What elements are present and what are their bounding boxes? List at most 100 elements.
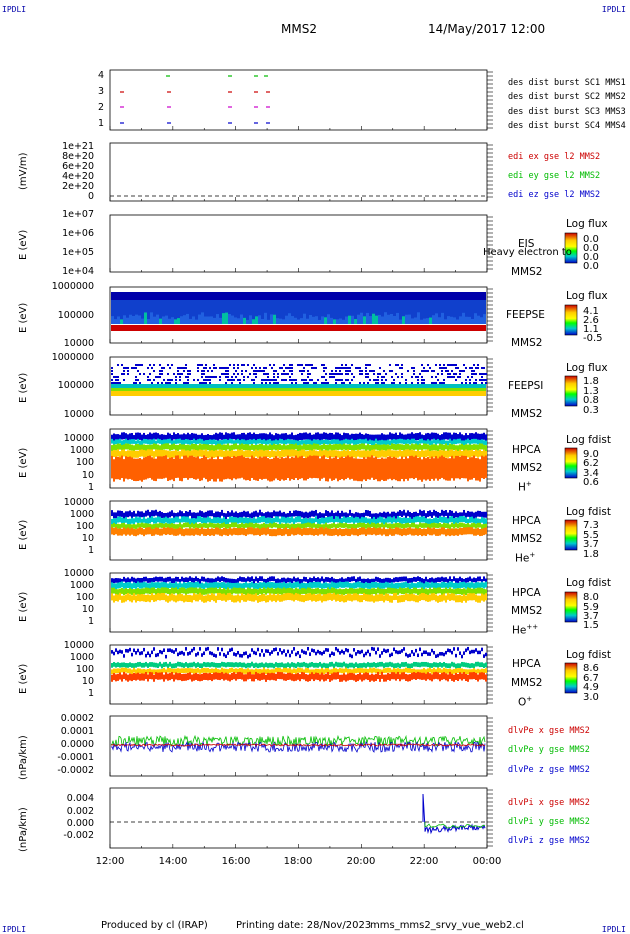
hpca-he-cell	[185, 516, 187, 523]
hpca-he-cell	[345, 528, 347, 536]
hpca-hepp-cell	[315, 577, 317, 583]
hpca-hepp-cell	[319, 578, 321, 584]
hpca-h-cell	[223, 434, 225, 442]
tick-hpca-h-0: 10000	[63, 433, 94, 444]
feepsi-speckle	[283, 379, 285, 381]
feepse-cell	[168, 318, 171, 324]
feepsi-speckle	[201, 373, 203, 375]
hpca-he-cell	[275, 516, 277, 523]
hpca-o-cell	[449, 671, 451, 679]
hpca-o-cell	[317, 668, 319, 674]
hpca-h-cell	[261, 433, 263, 441]
hpca-o-cell	[283, 673, 285, 681]
hpca-hepp-cell	[323, 578, 325, 584]
hpca-h-cell	[279, 444, 281, 451]
hpca-hepp-cell	[239, 595, 241, 603]
hpca-h-cell	[387, 456, 389, 480]
hpca-o-cell	[463, 672, 465, 680]
hpca-he-cell	[157, 527, 159, 535]
feepsi-speckle	[421, 379, 423, 381]
hpca-h-cell	[469, 444, 471, 451]
hpca-h-cell	[425, 458, 427, 481]
hpca-o-cell	[403, 668, 405, 674]
hpca-o-cell	[307, 646, 309, 651]
hpca-o-cell	[165, 661, 167, 667]
hpca-o-cell	[393, 647, 395, 652]
hpca-h-cell	[455, 439, 457, 445]
hpca-h-cell	[335, 443, 337, 450]
feepsi-speckle	[309, 379, 311, 381]
feepsi-speckle	[337, 373, 339, 375]
hpca-h-cell	[135, 458, 137, 482]
feepse-cell	[324, 317, 327, 324]
instrument-feepse: FEEPSE	[506, 309, 545, 321]
hpca-hepp-cell	[131, 588, 133, 595]
hpca-h-cell	[137, 444, 139, 450]
hpca-hepp-cell	[177, 576, 179, 582]
hpca-h-cell	[237, 445, 239, 452]
feepse-cell	[381, 316, 384, 324]
hpca-h-cell	[341, 435, 343, 443]
hpca-he-cell	[155, 523, 157, 529]
hpca-h-cell	[119, 451, 121, 459]
feepsi-speckle	[305, 379, 307, 381]
hpca-he-cell	[435, 510, 437, 517]
hpca-h-cell	[217, 456, 219, 479]
hpca-h-cell	[219, 459, 221, 482]
hpca-he-cell	[261, 516, 263, 523]
feepsi-speckle	[277, 373, 279, 375]
feepse-cell	[210, 316, 213, 324]
feepsi-speckle	[385, 379, 387, 381]
feepse-cell	[429, 317, 432, 324]
hpca-h-cell	[303, 440, 305, 445]
hpca-he-cell	[331, 516, 333, 523]
hpca-he-cell	[137, 517, 139, 524]
hpca-he-cell	[335, 527, 337, 536]
hpca-o-cell	[407, 654, 409, 658]
hpca-o-cell	[269, 669, 271, 675]
hpca-he-cell	[297, 527, 299, 535]
hpca-hepp-cell	[345, 595, 347, 603]
hpca-he-cell	[177, 516, 179, 523]
hpca-hepp-cell	[425, 594, 427, 602]
hpca-h-cell	[245, 440, 247, 445]
hpca-he-cell	[333, 513, 335, 519]
hpca-o-cell	[185, 673, 187, 681]
hpca-h-cell	[119, 457, 121, 480]
hpca-h-cell	[325, 432, 327, 440]
hpca-he-cell	[191, 522, 193, 528]
hpca-hepp-cell	[173, 578, 175, 583]
hpca-o-cell	[429, 667, 431, 673]
hpca-h-cell	[151, 457, 153, 480]
hpca-h-cell	[451, 455, 453, 479]
feepsi-speckle	[149, 379, 151, 381]
hpca-hepp-cell	[423, 578, 425, 584]
hpca-h-cell	[157, 433, 159, 441]
hpca-o-cell	[401, 672, 403, 680]
hpca-he-cell	[241, 517, 243, 524]
hpca-h-cell	[423, 443, 425, 450]
hpca-o-cell	[475, 672, 477, 680]
hpca-he-cell	[465, 527, 467, 535]
hpca-he-cell	[199, 528, 201, 536]
feepsi-speckle	[377, 382, 379, 384]
hpca-h-cell	[405, 434, 407, 442]
hpca-o-cell	[333, 652, 335, 656]
hpca-hepp-cell	[273, 593, 275, 601]
hpca-hepp-cell	[175, 576, 177, 582]
feepsi-speckle	[329, 376, 331, 378]
hpca-h-cell	[121, 440, 123, 446]
hpca-he-cell	[187, 511, 189, 518]
feepsi-speckle	[275, 379, 277, 381]
hpca-o-cell	[211, 668, 213, 674]
hpca-o-cell	[447, 674, 449, 682]
feepsi-speckle	[291, 373, 293, 375]
feepse-cell	[111, 316, 114, 324]
hpca-he-cell	[303, 527, 305, 535]
hpca-h-cell	[433, 458, 435, 481]
hpca-h-cell	[221, 440, 223, 445]
feepsi-speckle	[369, 379, 371, 381]
hpca-hepp-cell	[241, 583, 243, 590]
hpca-he-cell	[141, 511, 143, 518]
feepsi-speckle	[311, 379, 313, 381]
